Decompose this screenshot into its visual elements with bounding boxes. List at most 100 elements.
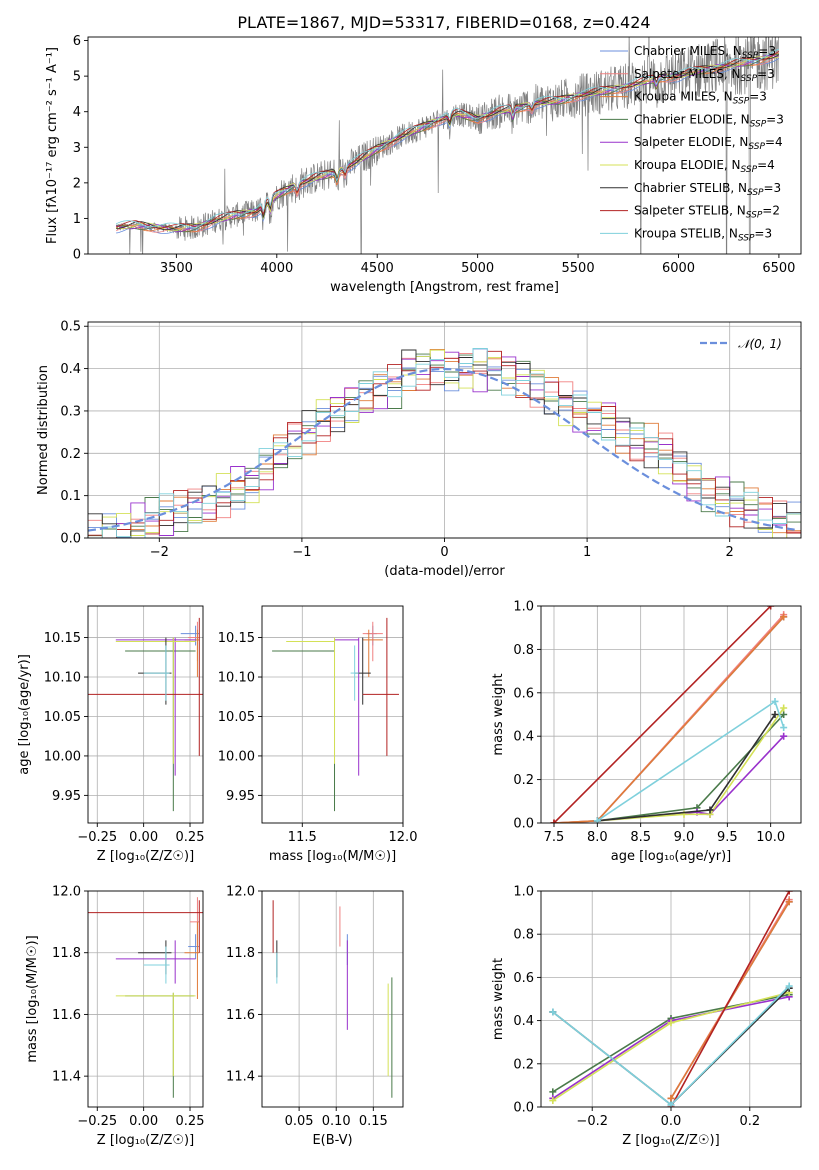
legend-label: Kroupa STELIB, NSSP=3 bbox=[634, 226, 772, 243]
mass-weight-marker bbox=[549, 1097, 557, 1105]
legend-label-suffix: =3 bbox=[758, 44, 776, 58]
y-tick-label: 12.0 bbox=[226, 885, 255, 900]
y-tick-label: 10.00 bbox=[218, 749, 255, 764]
x-tick-label: 6000 bbox=[662, 261, 695, 276]
x-axis-label: E(B-V) bbox=[312, 1133, 352, 1148]
y-tick-label: 11.6 bbox=[226, 1008, 255, 1023]
y-tick-label: 0.2 bbox=[60, 447, 81, 462]
y-tick-label: 10.00 bbox=[44, 749, 81, 764]
residual-histogram-step bbox=[88, 349, 801, 538]
y-tick-label: 11.4 bbox=[226, 1070, 255, 1085]
y-tick-label: 10.05 bbox=[44, 710, 81, 725]
y-tick-label: 10.05 bbox=[218, 710, 255, 725]
y-tick-label: 9.95 bbox=[226, 789, 255, 804]
mass-weight-line bbox=[553, 616, 785, 823]
panel-residuals: −2 −1 0 1 2 0.0 0.1 0.2 0.3 0.4 0.5 (data-model)/er… bbox=[36, 320, 802, 579]
y-axis-label: mass weight bbox=[491, 673, 506, 755]
legend-label-suffix: =2 bbox=[762, 204, 780, 218]
legend-label-suffix: =4 bbox=[757, 158, 775, 172]
x-tick-label: 0 bbox=[440, 545, 448, 560]
axes-frame: 7.5 8.0 8.5 9.0 9.5 10.0 0.0 0.2 0.4 0.6 0.8 1.0 age… bbox=[491, 600, 802, 864]
y-tick-label: 3 bbox=[73, 141, 81, 156]
y-tick-label: 0.6 bbox=[513, 686, 534, 701]
legend-label: 𝒩(0, 1) bbox=[738, 337, 782, 351]
axes-frame: −0.2 0.0 0.2 0.0 0.2 0.4 0.6 0.8 1.0 Z [log₁₀(Z/Z… bbox=[491, 885, 802, 1148]
panel-age-vs-Z: −0.25 0.00 0.25 9.95 10.00 10.05 10.10 10.15 Z [… bbox=[17, 605, 204, 864]
legend-label-name: Salpeter STELIB, N bbox=[634, 204, 746, 218]
legend-label-sub: SSP bbox=[738, 233, 755, 243]
panel-spectrum: 3500 4000 4500 5000 5500 6000 6500 0 1 2 3 4 5 6 wavel… bbox=[45, 34, 802, 295]
legend-label-sub: SSP bbox=[750, 119, 767, 129]
mass-weight-marker bbox=[667, 1019, 675, 1027]
mass-weight-marker bbox=[706, 806, 714, 814]
mass-weight-marker bbox=[780, 724, 788, 732]
legend-label-name: Kroupa ELODIE, N bbox=[634, 158, 741, 172]
mass-weight-marker bbox=[780, 711, 788, 718]
legend-label-name: Chabrier ELODIE, N bbox=[634, 112, 750, 126]
y-tick-label: 0.3 bbox=[60, 404, 81, 419]
mass-weight-line bbox=[597, 707, 785, 822]
y-tick-label: 11.8 bbox=[226, 946, 255, 961]
y-axis-label: Normed distribution bbox=[36, 365, 51, 495]
x-tick-label: 0.10 bbox=[322, 1114, 351, 1129]
y-tick-label: 10.10 bbox=[44, 671, 81, 686]
axes-spines bbox=[261, 890, 404, 1108]
x-tick-label: 8.5 bbox=[630, 830, 651, 845]
mass-weight-marker bbox=[667, 1094, 675, 1102]
panel-massweight-vs-age: 7.5 8.0 8.5 9.0 9.5 10.0 0.0 0.2 0.4 0.6 0.8 1.0 age… bbox=[491, 600, 802, 864]
axes-spines bbox=[87, 36, 802, 255]
legend-label-suffix: =3 bbox=[757, 67, 775, 81]
legend-label-name: Salpeter MILES, N bbox=[634, 67, 741, 81]
x-tick-label: −1 bbox=[292, 545, 311, 560]
x-tick-label: 0.15 bbox=[359, 1114, 388, 1129]
x-tick-label: 12.0 bbox=[389, 830, 418, 845]
observed-spectrum-line bbox=[116, 37, 779, 254]
x-axis-label: wavelength [Angstrom, rest frame] bbox=[330, 280, 559, 295]
x-tick-label: 0.00 bbox=[129, 1114, 158, 1129]
axes-frame: 3500 4000 4500 5000 5500 6000 6500 0 1 2 3 4 5 6 wavel… bbox=[45, 34, 802, 295]
legend-label-suffix: =3 bbox=[754, 226, 772, 240]
mass-weight-marker bbox=[593, 817, 601, 823]
legend-label: Chabrier MILES, NSSP=3 bbox=[634, 44, 776, 61]
axes-spines bbox=[261, 605, 404, 824]
legend-label-name: Chabrier MILES, N bbox=[634, 44, 742, 58]
y-axis-label: mass [log₁₀(M/M☉)] bbox=[25, 935, 40, 1062]
legend-label: Salpeter ELODIE, NSSP=4 bbox=[634, 135, 783, 152]
mass-weight-line bbox=[597, 713, 785, 822]
mass-weight-marker bbox=[549, 1008, 557, 1016]
y-tick-label: 0.1 bbox=[60, 489, 81, 504]
y-tick-label: 0.0 bbox=[513, 817, 534, 832]
y-tick-label: 0.4 bbox=[513, 1014, 534, 1029]
x-tick-label: 0.05 bbox=[285, 1114, 314, 1129]
x-tick-label: −0.25 bbox=[77, 830, 117, 845]
legend-label: Salpeter MILES, NSSP=3 bbox=[634, 67, 775, 84]
plot-area bbox=[272, 900, 393, 1098]
x-tick-label: 9.0 bbox=[674, 830, 695, 845]
mass-weight-line bbox=[553, 606, 772, 823]
y-tick-label: 11.4 bbox=[52, 1070, 81, 1085]
mass-weight-line bbox=[553, 616, 785, 823]
mass-weight-line bbox=[670, 891, 790, 1107]
legend-label-sub: SSP bbox=[747, 188, 764, 198]
panel-massweight-vs-Z: −0.2 0.0 0.2 0.0 0.2 0.4 0.6 0.8 1.0 Z [log₁₀(Z/Z… bbox=[491, 885, 802, 1148]
plot-area bbox=[550, 606, 788, 823]
axes-frame: −0.25 0.00 0.25 11.4 11.6 11.8 12.0 Z [log₁₀(Z/… bbox=[25, 885, 204, 1149]
legend-label-suffix: =4 bbox=[765, 135, 783, 149]
mass-weight-marker bbox=[550, 819, 558, 823]
mass-weight-marker bbox=[785, 891, 793, 895]
legend-label-sub: SSP bbox=[742, 51, 759, 61]
y-tick-label: 4 bbox=[73, 105, 81, 120]
x-axis-label: Z [log₁₀(Z/Z☉)] bbox=[622, 1133, 719, 1148]
y-tick-label: 6 bbox=[73, 34, 81, 49]
x-axis-label: mass [log₁₀(M/M☉)] bbox=[269, 849, 396, 864]
plot-area bbox=[549, 891, 793, 1107]
y-tick-label: 10.15 bbox=[218, 631, 255, 646]
legend-label-sub: SSP bbox=[746, 211, 763, 221]
axes-frame: 11.5 12.0 9.95 10.00 10.05 10.10 10.15 mass [lo… bbox=[218, 605, 418, 864]
x-tick-label: 10.0 bbox=[756, 830, 785, 845]
x-tick-label: 4000 bbox=[260, 261, 293, 276]
y-tick-label: 0.8 bbox=[513, 643, 534, 658]
x-tick-label: 0.0 bbox=[661, 1114, 682, 1129]
x-tick-label: 5000 bbox=[461, 261, 494, 276]
